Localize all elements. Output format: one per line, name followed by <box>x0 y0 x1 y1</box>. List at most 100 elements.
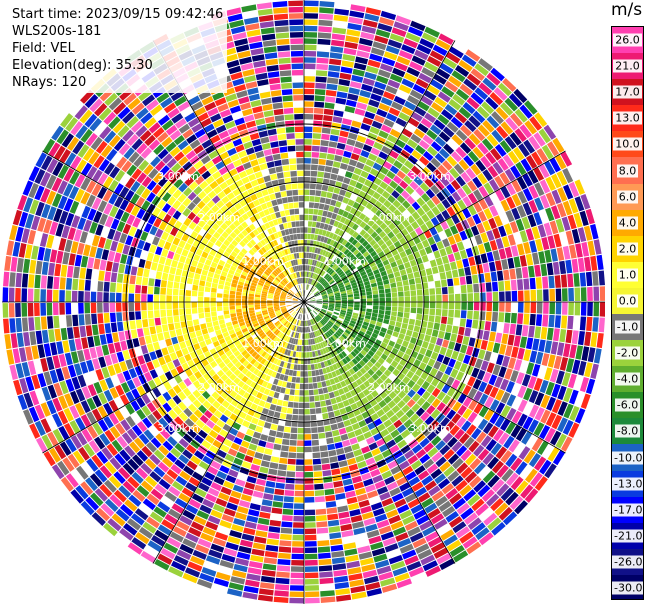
radar-gate <box>306 246 310 252</box>
radar-gate <box>404 520 418 531</box>
radar-gate <box>448 341 456 350</box>
radar-gate <box>281 381 287 388</box>
radar-gate <box>352 201 360 210</box>
radar-gate <box>244 482 256 490</box>
radar-gate <box>568 302 574 316</box>
radar-gate <box>304 459 313 465</box>
radar-gate <box>455 175 466 187</box>
radar-gate <box>290 267 295 273</box>
radar-gate <box>317 349 322 356</box>
radar-gate <box>304 57 316 63</box>
radar-gate <box>268 526 281 533</box>
radar-gate <box>347 457 357 466</box>
radar-gate <box>285 356 290 362</box>
radar-gate <box>339 253 346 260</box>
radar-gate <box>201 477 213 487</box>
radar-gate <box>445 245 453 255</box>
radar-gate <box>304 409 310 415</box>
radar-gate <box>117 321 124 332</box>
radar-gate <box>378 289 385 294</box>
radar-gate <box>275 211 281 219</box>
radar-gate <box>350 246 357 253</box>
radar-gate <box>294 279 298 285</box>
radar-gate <box>340 290 347 294</box>
radar-gate <box>369 336 377 343</box>
radar-gate <box>273 358 279 365</box>
radar-gate <box>121 382 130 394</box>
radar-gate <box>315 267 319 274</box>
radar-gate <box>249 312 256 317</box>
radar-gate <box>55 368 65 382</box>
radar-gate <box>423 308 429 315</box>
radar-gate <box>390 360 399 368</box>
radar-gate <box>377 357 385 365</box>
radar-gate <box>16 332 24 348</box>
radar-gate <box>98 356 107 368</box>
radar-gate <box>392 227 400 235</box>
radar-gate <box>468 115 481 128</box>
radar-gate <box>368 99 380 108</box>
radar-gate <box>411 296 417 302</box>
radar-gate <box>317 540 330 547</box>
radar-gate <box>401 404 411 414</box>
radar-gate <box>215 209 224 218</box>
radar-gate <box>279 374 285 381</box>
radar-gate <box>263 367 270 375</box>
radar-gate <box>175 167 186 178</box>
radar-gate <box>153 466 166 478</box>
radar-gate <box>242 108 253 117</box>
radar-gate <box>104 354 113 366</box>
radar-gate <box>417 295 423 302</box>
radar-gate <box>311 227 316 234</box>
radar-gate <box>119 504 134 517</box>
radar-gate <box>445 217 455 228</box>
radar-gate <box>395 185 405 194</box>
radar-gate <box>229 294 236 299</box>
radar-gate <box>326 359 332 366</box>
radar-gate <box>223 346 230 353</box>
radar-gate <box>416 217 425 227</box>
radar-gate <box>304 478 314 484</box>
radar-gate <box>372 353 380 361</box>
radar-gate <box>280 297 286 299</box>
radar-gate <box>485 282 492 292</box>
radar-gate <box>355 196 363 204</box>
radar-gate <box>168 486 181 497</box>
radar-gate <box>321 263 326 270</box>
radar-gate <box>235 302 242 306</box>
radar-gate <box>332 273 338 279</box>
radar-gate <box>257 284 263 289</box>
radar-gate <box>346 327 353 333</box>
radar-gate <box>380 124 392 134</box>
radar-gate <box>84 314 91 325</box>
radar-gate <box>174 118 187 129</box>
radar-gate <box>525 468 538 483</box>
radar-gate <box>313 234 318 241</box>
radar-gate <box>434 473 447 485</box>
radar-gate <box>319 146 328 153</box>
radar-gate <box>210 297 216 302</box>
radar-gate <box>376 519 390 529</box>
radar-gate <box>534 326 542 339</box>
radar-gate <box>127 518 142 531</box>
radar-gate <box>436 380 445 391</box>
radar-gate <box>357 391 366 400</box>
radar-gate <box>451 475 464 487</box>
radar-gate <box>97 419 109 432</box>
radar-gate <box>455 302 461 310</box>
radar-gate <box>267 296 273 299</box>
radar-gate <box>232 188 241 197</box>
radar-gate <box>293 279 297 286</box>
radar-gate <box>246 210 254 218</box>
radar-gate <box>325 286 332 291</box>
radar-gate <box>281 280 287 286</box>
radar-gate <box>225 321 233 327</box>
radar-gate <box>451 191 462 202</box>
radar-gate <box>281 368 287 375</box>
radar-gate <box>75 485 89 500</box>
radar-gate <box>367 339 375 346</box>
radar-gate <box>346 560 361 569</box>
radar-gate <box>460 124 472 137</box>
radar-gate <box>268 468 278 476</box>
radar-gate <box>282 400 289 407</box>
